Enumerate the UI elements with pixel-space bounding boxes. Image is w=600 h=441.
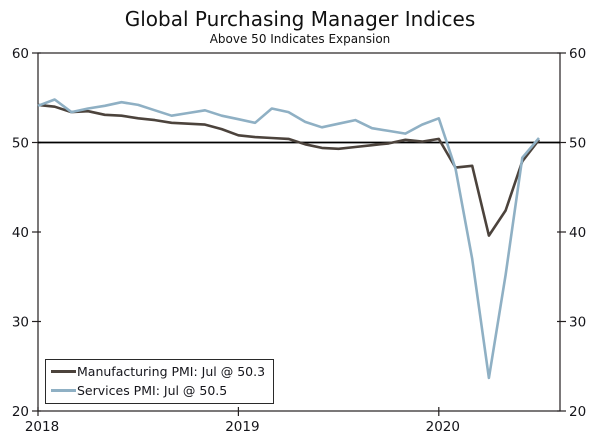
- series-line-services-pmi: [37, 98, 540, 380]
- x-axis-label: 2018: [25, 419, 59, 435]
- y-axis-label-right: 40: [569, 225, 586, 241]
- chart-subtitle: Above 50 Indicates Expansion: [209, 32, 391, 46]
- y-axis-label-left: 20: [12, 404, 29, 420]
- manufacturing-line-swatch: [51, 370, 76, 373]
- legend: Manufacturing PMI: Jul @ 50.3 Services P…: [45, 359, 275, 404]
- y-axis-label-right: 30: [569, 315, 586, 331]
- y-axis-label-left: 50: [12, 136, 29, 152]
- legend-label-services: Services PMI: Jul @ 50.5: [77, 383, 228, 398]
- services-line-swatch: [51, 389, 76, 392]
- legend-item-services: Services PMI: Jul @ 50.5: [51, 381, 265, 400]
- y-axis-label-left: 60: [12, 46, 29, 62]
- y-axis-label-right: 50: [569, 136, 586, 152]
- chart-title: Global Purchasing Manager Indices: [124, 7, 476, 31]
- x-axis-label: 2020: [426, 419, 460, 435]
- y-axis-label-right: 20: [569, 404, 586, 420]
- y-axis-label-left: 40: [12, 225, 29, 241]
- legend-label-manufacturing: Manufacturing PMI: Jul @ 50.3: [77, 364, 266, 379]
- legend-item-manufacturing: Manufacturing PMI: Jul @ 50.3: [51, 362, 265, 381]
- x-axis-label: 2019: [225, 419, 259, 435]
- y-axis-label-left: 30: [12, 315, 29, 331]
- y-axis-label-right: 60: [569, 46, 586, 62]
- axis-frame: [37, 52, 561, 412]
